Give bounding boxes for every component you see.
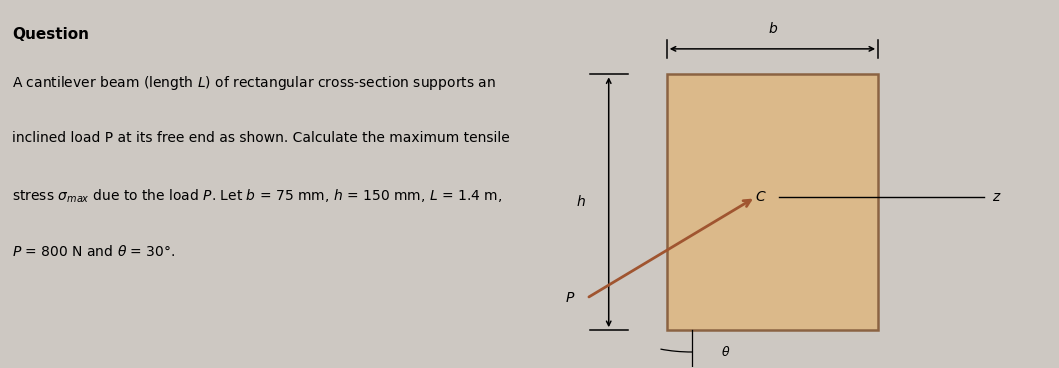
Text: Question: Question — [12, 27, 89, 42]
Text: inclined load P at its free end as shown. Calculate the maximum tensile: inclined load P at its free end as shown… — [12, 131, 509, 145]
Text: A cantilever beam (length $L$) of rectangular cross-section supports an: A cantilever beam (length $L$) of rectan… — [12, 74, 496, 92]
Text: z: z — [992, 190, 1000, 204]
Bar — [667, 74, 878, 330]
Text: stress $\sigma_{max}$ due to the load $P$. Let $b$ = 75 mm, $h$ = 150 mm, $L$ = : stress $\sigma_{max}$ due to the load $P… — [12, 188, 502, 205]
Text: C: C — [755, 190, 766, 204]
Text: P: P — [566, 291, 574, 305]
Text: b: b — [768, 22, 777, 36]
Text: h: h — [577, 195, 586, 209]
Text: $P$ = 800 N and $\theta$ = 30°.: $P$ = 800 N and $\theta$ = 30°. — [12, 244, 176, 259]
Text: θ: θ — [722, 346, 730, 358]
